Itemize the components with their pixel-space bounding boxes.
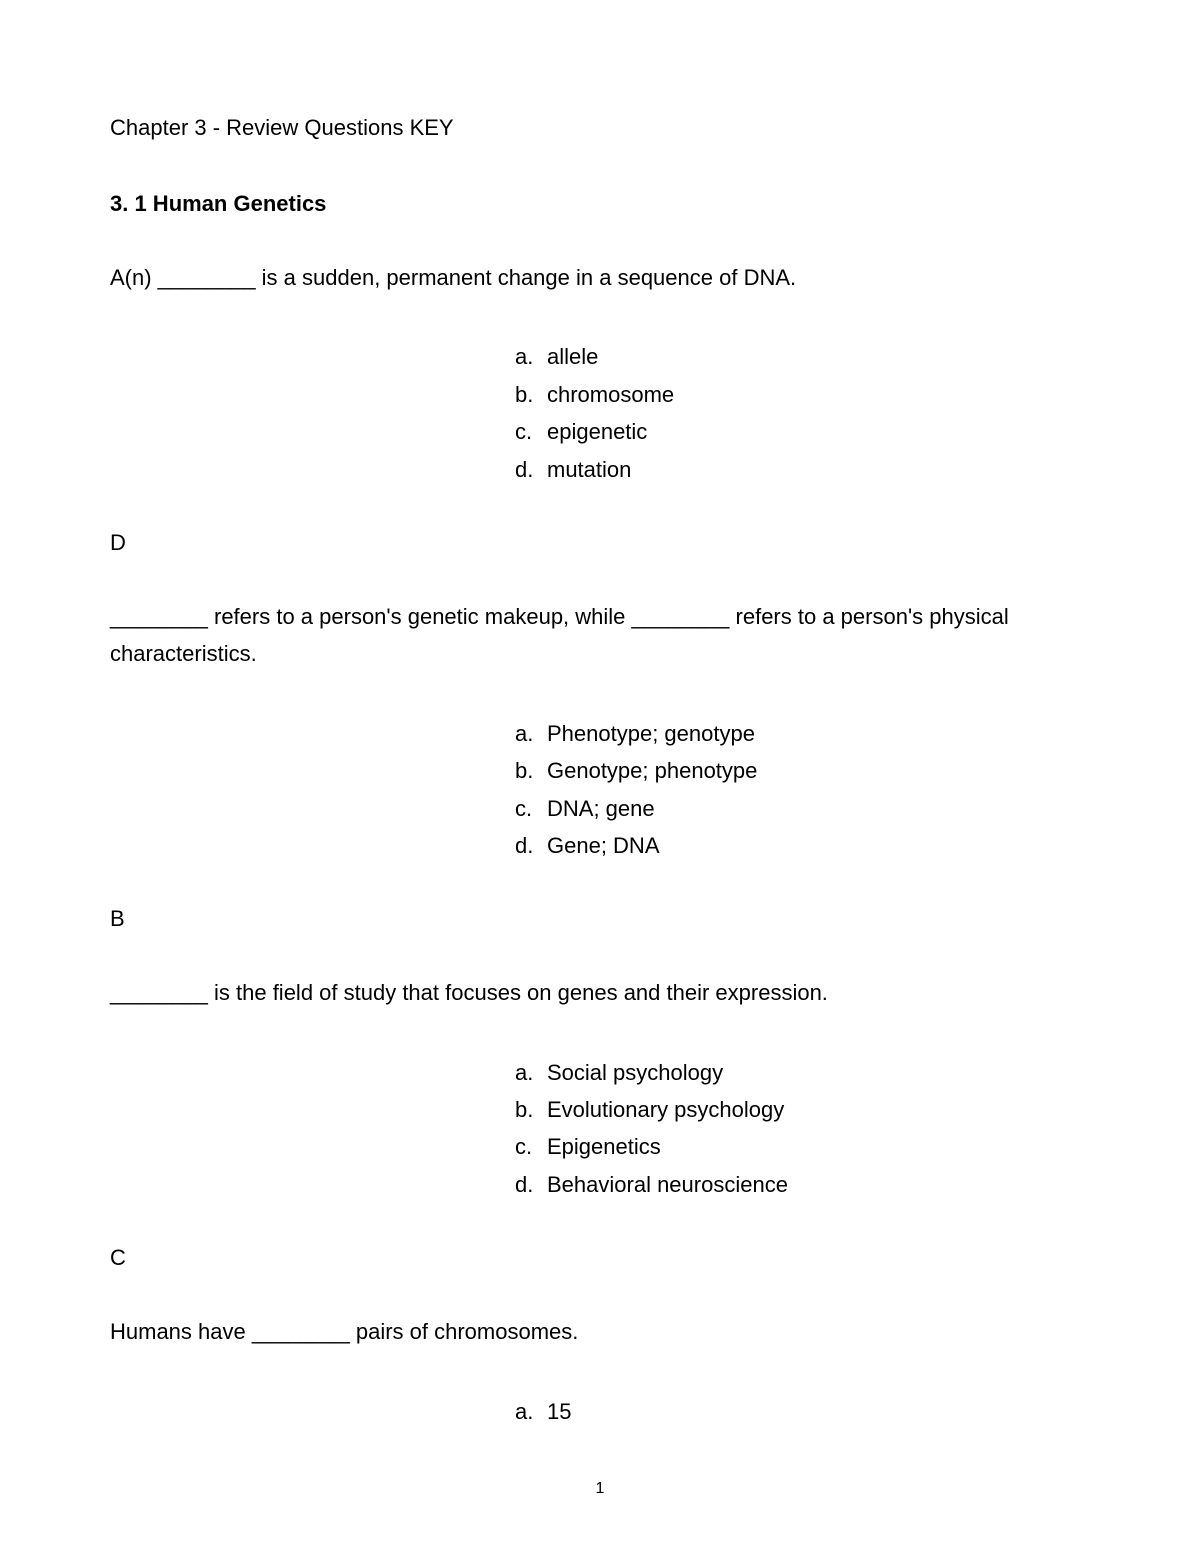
answer-letter: C (110, 1245, 1090, 1271)
answer-letter: B (110, 906, 1090, 932)
options-block: a. 15 (515, 1393, 1090, 1430)
option-text: allele (547, 338, 598, 375)
option-text: mutation (547, 451, 631, 488)
option-letter: d. (515, 451, 547, 488)
option-text: 15 (547, 1393, 571, 1430)
option-row: b. Genotype; phenotype (515, 752, 1090, 789)
option-row: b. Evolutionary psychology (515, 1091, 1090, 1128)
option-row: d. mutation (515, 451, 1090, 488)
option-letter: a. (515, 715, 547, 752)
option-letter: c. (515, 790, 547, 827)
option-letter: d. (515, 827, 547, 864)
option-text: Social psychology (547, 1054, 723, 1091)
answer-letter: D (110, 530, 1090, 556)
section-heading: 3. 1 Human Genetics (110, 191, 1090, 217)
option-letter: c. (515, 413, 547, 450)
option-letter: a. (515, 338, 547, 375)
option-letter: b. (515, 1091, 547, 1128)
option-row: c. Epigenetics (515, 1128, 1090, 1165)
question-text: ________ refers to a person's genetic ma… (110, 598, 1090, 673)
question-text: ________ is the field of study that focu… (110, 974, 1090, 1011)
option-letter: d. (515, 1166, 547, 1203)
options-block: a. allele b. chromosome c. epigenetic d.… (515, 338, 1090, 488)
option-row: d. Behavioral neuroscience (515, 1166, 1090, 1203)
option-text: Phenotype; genotype (547, 715, 755, 752)
option-letter: a. (515, 1393, 547, 1430)
option-letter: b. (515, 752, 547, 789)
option-text: Genotype; phenotype (547, 752, 757, 789)
option-row: a. Phenotype; genotype (515, 715, 1090, 752)
option-text: Gene; DNA (547, 827, 660, 864)
option-row: b. chromosome (515, 376, 1090, 413)
option-text: epigenetic (547, 413, 647, 450)
question-text: Humans have ________ pairs of chromosome… (110, 1313, 1090, 1350)
option-text: DNA; gene (547, 790, 655, 827)
question-text: A(n) ________ is a sudden, permanent cha… (110, 259, 1090, 296)
option-letter: a. (515, 1054, 547, 1091)
page-number: 1 (0, 1480, 1200, 1498)
option-row: c. DNA; gene (515, 790, 1090, 827)
option-letter: b. (515, 376, 547, 413)
options-block: a. Social psychology b. Evolutionary psy… (515, 1054, 1090, 1204)
option-row: d. Gene; DNA (515, 827, 1090, 864)
option-row: a. allele (515, 338, 1090, 375)
option-row: c. epigenetic (515, 413, 1090, 450)
option-text: Epigenetics (547, 1128, 661, 1165)
chapter-title: Chapter 3 - Review Questions KEY (110, 115, 1090, 141)
option-text: Behavioral neuroscience (547, 1166, 788, 1203)
option-row: a. Social psychology (515, 1054, 1090, 1091)
options-block: a. Phenotype; genotype b. Genotype; phen… (515, 715, 1090, 865)
option-text: chromosome (547, 376, 674, 413)
option-letter: c. (515, 1128, 547, 1165)
option-text: Evolutionary psychology (547, 1091, 784, 1128)
page-content: Chapter 3 - Review Questions KEY 3. 1 Hu… (0, 0, 1200, 1430)
option-row: a. 15 (515, 1393, 1090, 1430)
